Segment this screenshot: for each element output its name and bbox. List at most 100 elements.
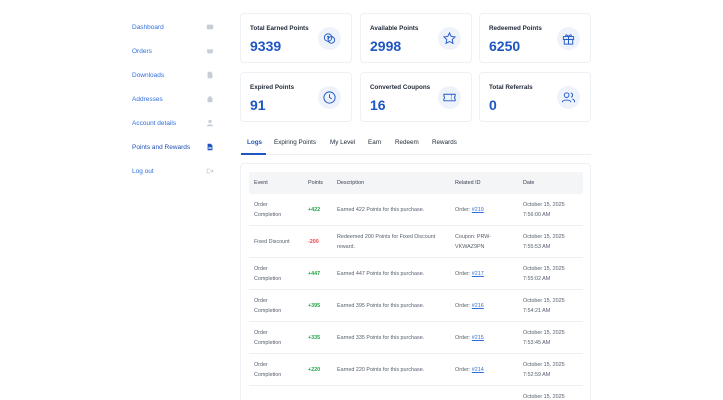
event-cell: Order Completion	[254, 266, 282, 282]
points-tabs: Logs Expiring Points My Level Earn Redee…	[240, 133, 591, 155]
column-header-date: Date	[523, 180, 535, 186]
account-sidebar: Dashboard Orders Downloads Addresses Acc…	[132, 15, 214, 183]
clock-icon	[318, 86, 341, 109]
sidebar-item-label: Account details	[132, 119, 177, 127]
sidebar-item-label: Addresses	[132, 95, 163, 103]
dashboard-icon	[205, 23, 214, 32]
sidebar-item-orders[interactable]: Orders	[132, 39, 214, 63]
stat-title: Total Referrals	[489, 84, 533, 91]
stat-title: Redeemed Points	[489, 25, 542, 32]
sidebar-item-account-details[interactable]: Account details	[132, 111, 214, 135]
order-link[interactable]: #215	[471, 335, 484, 341]
description-cell: Redeemed 200 Points for Fixed Discount re…	[337, 234, 436, 250]
date-cell: October 15, 2025 7:53:45 AM	[523, 330, 565, 346]
stat-value: 91	[250, 97, 266, 113]
points-cell: +335	[308, 335, 321, 341]
home-icon	[205, 95, 214, 104]
date-cell: October 15, 2025 7:55:53 AM	[523, 234, 565, 250]
event-cell: Fixed Discount	[254, 239, 290, 245]
tab-expiring-points[interactable]: Expiring Points	[274, 139, 316, 146]
column-header-related-id: Related ID	[455, 180, 481, 186]
stat-value: 2998	[370, 38, 402, 54]
date-cell: October 15, 2025 7:52:59 AM	[523, 362, 565, 378]
table-row: Order Completion +395 Earned 395 Points for…	[249, 290, 583, 322]
related-id-cell: Order: #219	[455, 207, 484, 213]
users-icon	[557, 86, 580, 109]
points-cell: +447	[308, 271, 321, 277]
sidebar-item-points-and-rewards[interactable]: Points and Rewards	[132, 135, 214, 159]
sidebar-item-label: Orders	[132, 47, 152, 55]
stat-title: Expired Points	[250, 84, 295, 91]
stat-card-total-earned: Total Earned Points 9339	[240, 13, 352, 63]
stat-title: Converted Coupons	[370, 84, 431, 91]
tab-rewards[interactable]: Rewards	[432, 139, 457, 146]
order-link[interactable]: #219	[471, 207, 484, 213]
tab-redeem[interactable]: Redeem	[395, 139, 419, 146]
table-row: Order Completion +447 Earned 447 Points for…	[249, 258, 583, 290]
sidebar-item-dashboard[interactable]: Dashboard	[132, 15, 214, 39]
sidebar-item-label: Log out	[132, 167, 154, 175]
table-row: Order Completion +422 Earned 422 Points for…	[249, 194, 583, 226]
stat-value: 0	[489, 97, 497, 113]
event-cell: Order Completion	[254, 202, 282, 218]
event-cell: Order Completion	[254, 330, 282, 346]
column-header-description: Description	[337, 180, 364, 186]
points-cell: +422	[308, 207, 321, 213]
sidebar-item-label: Dashboard	[132, 23, 164, 31]
stat-title: Available Points	[370, 25, 419, 32]
stat-value: 9339	[250, 38, 282, 54]
stat-card-expired: Expired Points 91	[240, 72, 352, 122]
date-cell: October 15, 2025 7:54:21 AM	[523, 298, 565, 314]
points-cell: +220	[308, 367, 321, 373]
related-id-cell: Order: #214	[455, 367, 484, 373]
sidebar-item-logout[interactable]: Log out	[132, 159, 214, 183]
stat-card-total-referrals: Total Referrals 0	[479, 72, 591, 122]
description-cell: Earned 422 Points for this purchase.	[337, 207, 425, 213]
stat-card-available: Available Points 2998	[360, 13, 472, 63]
related-id-cell: Order: #215	[455, 335, 484, 341]
order-link[interactable]: #214	[471, 367, 484, 373]
user-icon	[205, 119, 214, 128]
description-cell: Earned 395 Points for this purchase.	[337, 303, 425, 309]
points-cell: +395	[308, 303, 321, 309]
table-row: Fixed Discount -200 Redeemed 200 Points fo…	[249, 226, 583, 258]
stat-value: 16	[370, 97, 386, 113]
tab-earn[interactable]: Earn	[368, 139, 382, 146]
star-icon	[438, 27, 461, 50]
date-cell: October 15, 2025	[523, 394, 565, 400]
coins-icon	[318, 27, 341, 50]
sidebar-item-downloads[interactable]: Downloads	[132, 63, 214, 87]
related-id-cell: Order: #217	[455, 271, 484, 277]
stat-title: Total Earned Points	[250, 25, 309, 32]
orders-icon	[205, 47, 214, 56]
table-row: Order Completion +220 Earned 220 Points for…	[249, 354, 583, 386]
logout-icon	[205, 167, 214, 176]
sidebar-item-label: Downloads	[132, 71, 165, 79]
stat-card-redeemed: Redeemed Points 6250	[479, 13, 591, 63]
active-tab-indicator	[241, 153, 266, 155]
sidebar-item-label: Points and Rewards	[132, 143, 191, 151]
order-link[interactable]: #217	[471, 271, 484, 277]
date-cell: October 15, 2025 7:56:00 AM	[523, 202, 565, 218]
stat-card-converted-coupons: Converted Coupons 16	[360, 72, 472, 122]
stat-value: 6250	[489, 38, 521, 54]
related-id-cell: Order: #216	[455, 303, 484, 309]
order-link[interactable]: #216	[471, 303, 484, 309]
logs-table: Event Points Description Related ID Date…	[240, 163, 591, 400]
ticket-icon	[438, 86, 461, 109]
points-cell: -200	[308, 239, 319, 245]
table-row: Order Completion +335 Earned 335 Points for…	[249, 322, 583, 354]
event-cell: Order Completion	[254, 362, 282, 378]
description-cell: Earned 220 Points for this purchase.	[337, 367, 425, 373]
tab-my-level[interactable]: My Level	[330, 139, 356, 146]
download-icon	[205, 71, 214, 80]
event-cell: Order Completion	[254, 298, 282, 314]
tab-logs[interactable]: Logs	[247, 139, 263, 146]
table-row: October 15, 2025	[249, 386, 583, 400]
sidebar-item-addresses[interactable]: Addresses	[132, 87, 214, 111]
table-header: Event Points Description Related ID Date	[249, 172, 583, 194]
column-header-event: Event	[254, 180, 268, 186]
date-cell: October 15, 2025 7:55:02 AM	[523, 266, 565, 282]
gift-icon	[557, 27, 580, 50]
related-id-cell: Coupon: PRW- VKWAZ9PN	[455, 234, 492, 250]
